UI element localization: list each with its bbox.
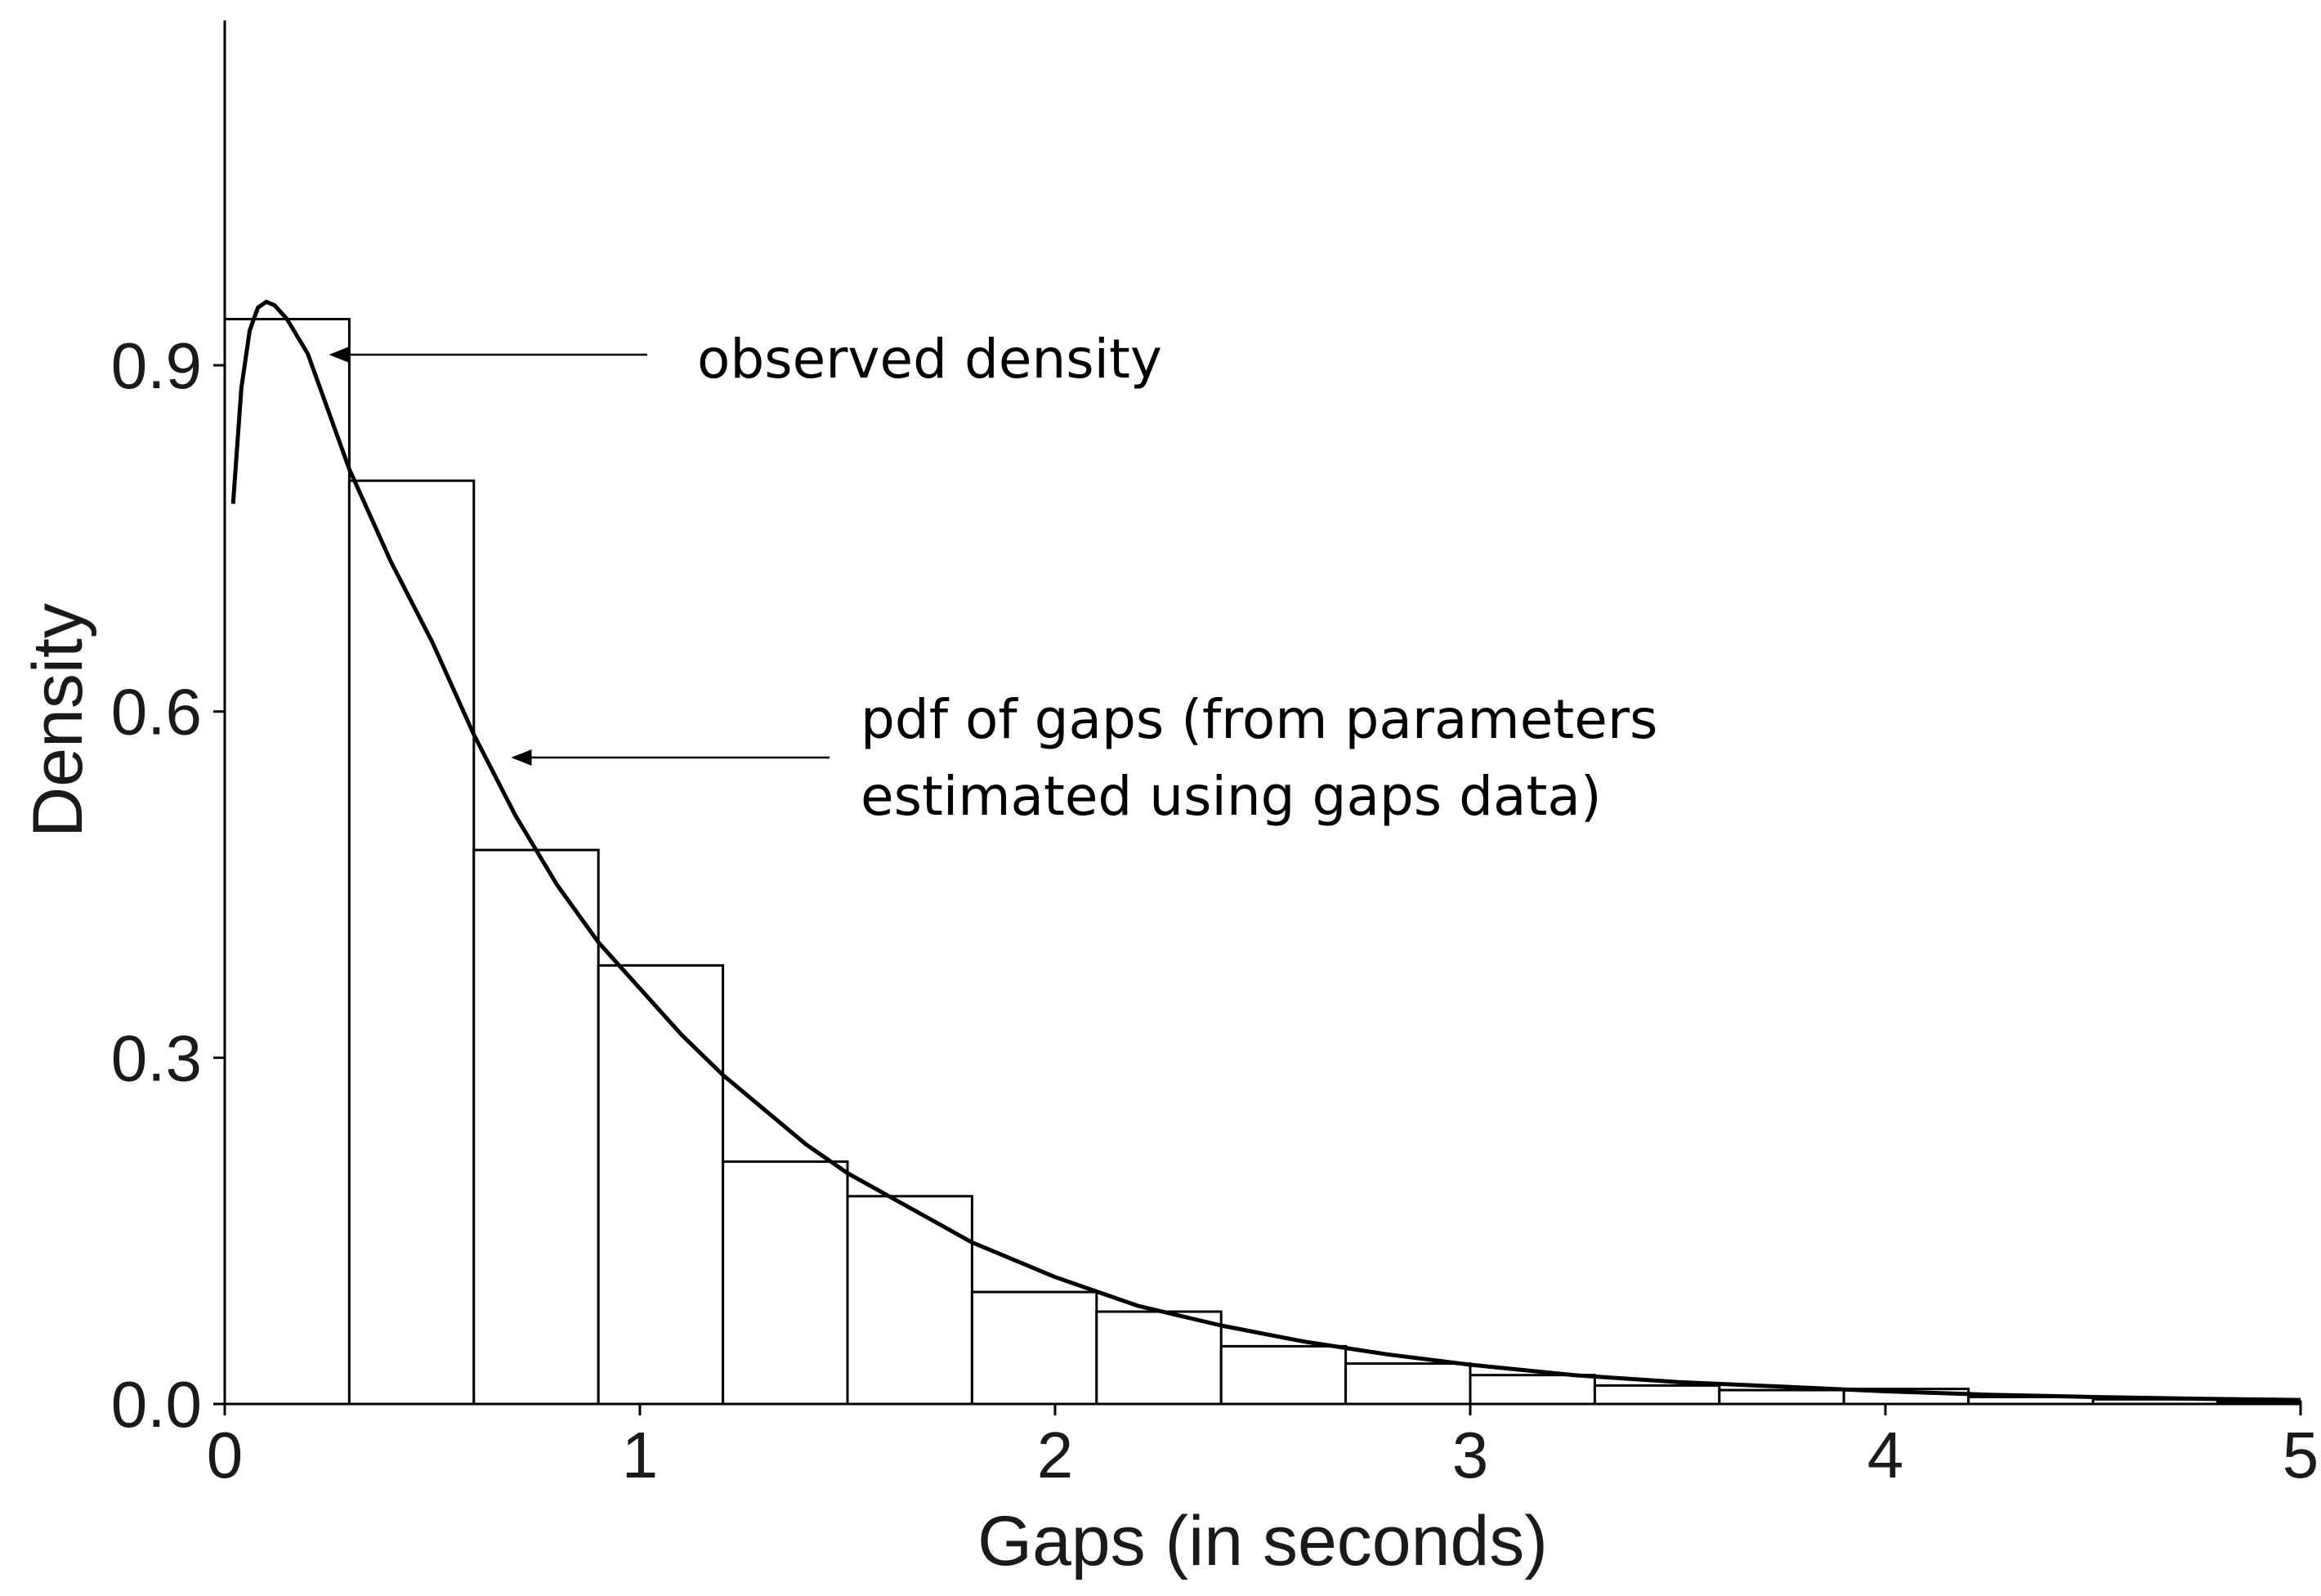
y-axis-title: Density (19, 603, 97, 838)
histogram-bar (846, 1195, 973, 1406)
y-tick-label: 0.0 (111, 1368, 202, 1441)
x-tick-label: 4 (1867, 1419, 1904, 1491)
pdf-curve (230, 299, 2301, 1402)
histogram-bar (1095, 1310, 1223, 1406)
histogram-bar (1469, 1374, 1596, 1406)
y-tick-label: 0.6 (111, 676, 202, 749)
y-tick-label: 0.3 (111, 1022, 202, 1094)
histogram-bar (722, 1160, 849, 1406)
x-axis-title: Gaps (in seconds) (977, 1502, 1548, 1580)
histogram-bar (223, 318, 351, 1406)
x-tick-label: 0 (207, 1419, 244, 1491)
y-tick-label: 0.9 (111, 329, 202, 402)
annotations: observed density pdf of gaps (from parame… (329, 328, 1657, 828)
histogram-bar (597, 963, 725, 1406)
x-tick-label: 1 (622, 1419, 659, 1491)
histogram-bar (1718, 1388, 1845, 1406)
y-axis-ticks: 0.0 0.3 0.6 0.9 (111, 329, 225, 1441)
histogram-bar (347, 479, 476, 1406)
histogram-bar (1344, 1362, 1472, 1406)
annotation-text: observed density (697, 328, 1162, 391)
x-tick-label: 5 (2283, 1419, 2319, 1491)
x-axis-ticks: 0 1 2 3 4 5 (207, 1404, 2319, 1491)
histogram-bar (472, 848, 600, 1406)
histogram-bars (223, 318, 2302, 1406)
annotation-text: estimated using gaps data) (861, 765, 1602, 828)
histogram-bar (1219, 1344, 1348, 1406)
x-tick-label: 2 (1037, 1419, 1074, 1491)
histogram-bar (970, 1290, 1098, 1406)
x-tick-label: 3 (1452, 1419, 1489, 1491)
annotation-text: pdf of gaps (from parameters (861, 688, 1657, 751)
histogram-bar (1593, 1384, 1721, 1406)
